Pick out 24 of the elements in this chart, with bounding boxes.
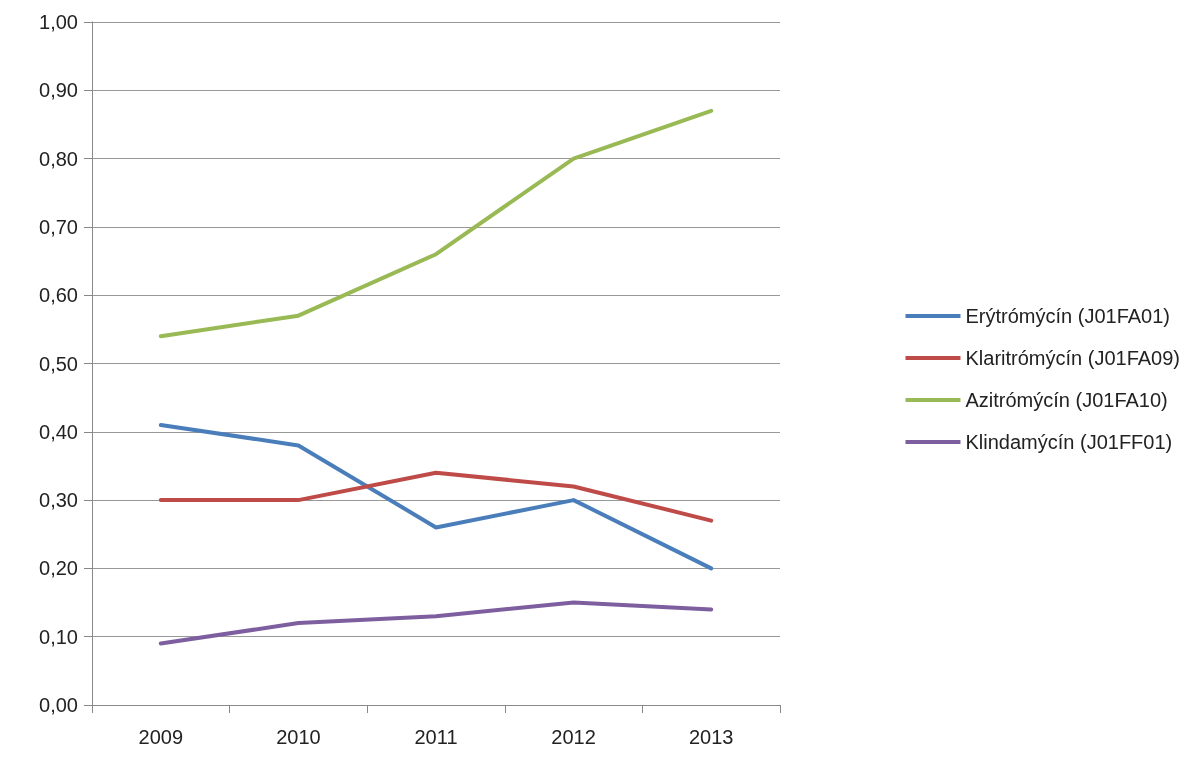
x-tick-label: 2009 — [138, 726, 184, 748]
y-tick-label: 0,40 — [39, 420, 78, 443]
legend-label: Klindamýcín (J01FF01) — [965, 431, 1173, 453]
y-tick-label: 0,20 — [39, 557, 78, 580]
x-tick-label: 2012 — [551, 726, 596, 748]
line-series — [158, 600, 714, 646]
legend-label: Erýtrómýcín (J01FA01) — [965, 305, 1170, 327]
x-tick-label: 2010 — [276, 726, 321, 748]
y-tick-label: 0,00 — [39, 694, 78, 716]
y-tick-label: 0,70 — [39, 215, 78, 238]
x-tick-label: 2013 — [688, 726, 734, 748]
y-tick-label: 0,50 — [39, 352, 78, 375]
line-series — [158, 470, 714, 523]
y-tick-label: 0,10 — [39, 625, 78, 648]
y-tick-label: 0,60 — [39, 284, 78, 307]
y-tick-label: 1,00 — [39, 11, 78, 33]
x-tick-label: 2011 — [414, 726, 458, 748]
legend-label: Klaritrómýcín (J01FA09) — [965, 347, 1180, 369]
line-series — [158, 108, 714, 339]
legend-label: Azitrómýcín (J01FA10) — [965, 389, 1168, 411]
y-tick-label: 0,30 — [39, 489, 78, 512]
y-tick-label: 0,80 — [39, 147, 78, 170]
line-series — [158, 422, 714, 571]
y-tick-label: 0,90 — [39, 79, 78, 102]
